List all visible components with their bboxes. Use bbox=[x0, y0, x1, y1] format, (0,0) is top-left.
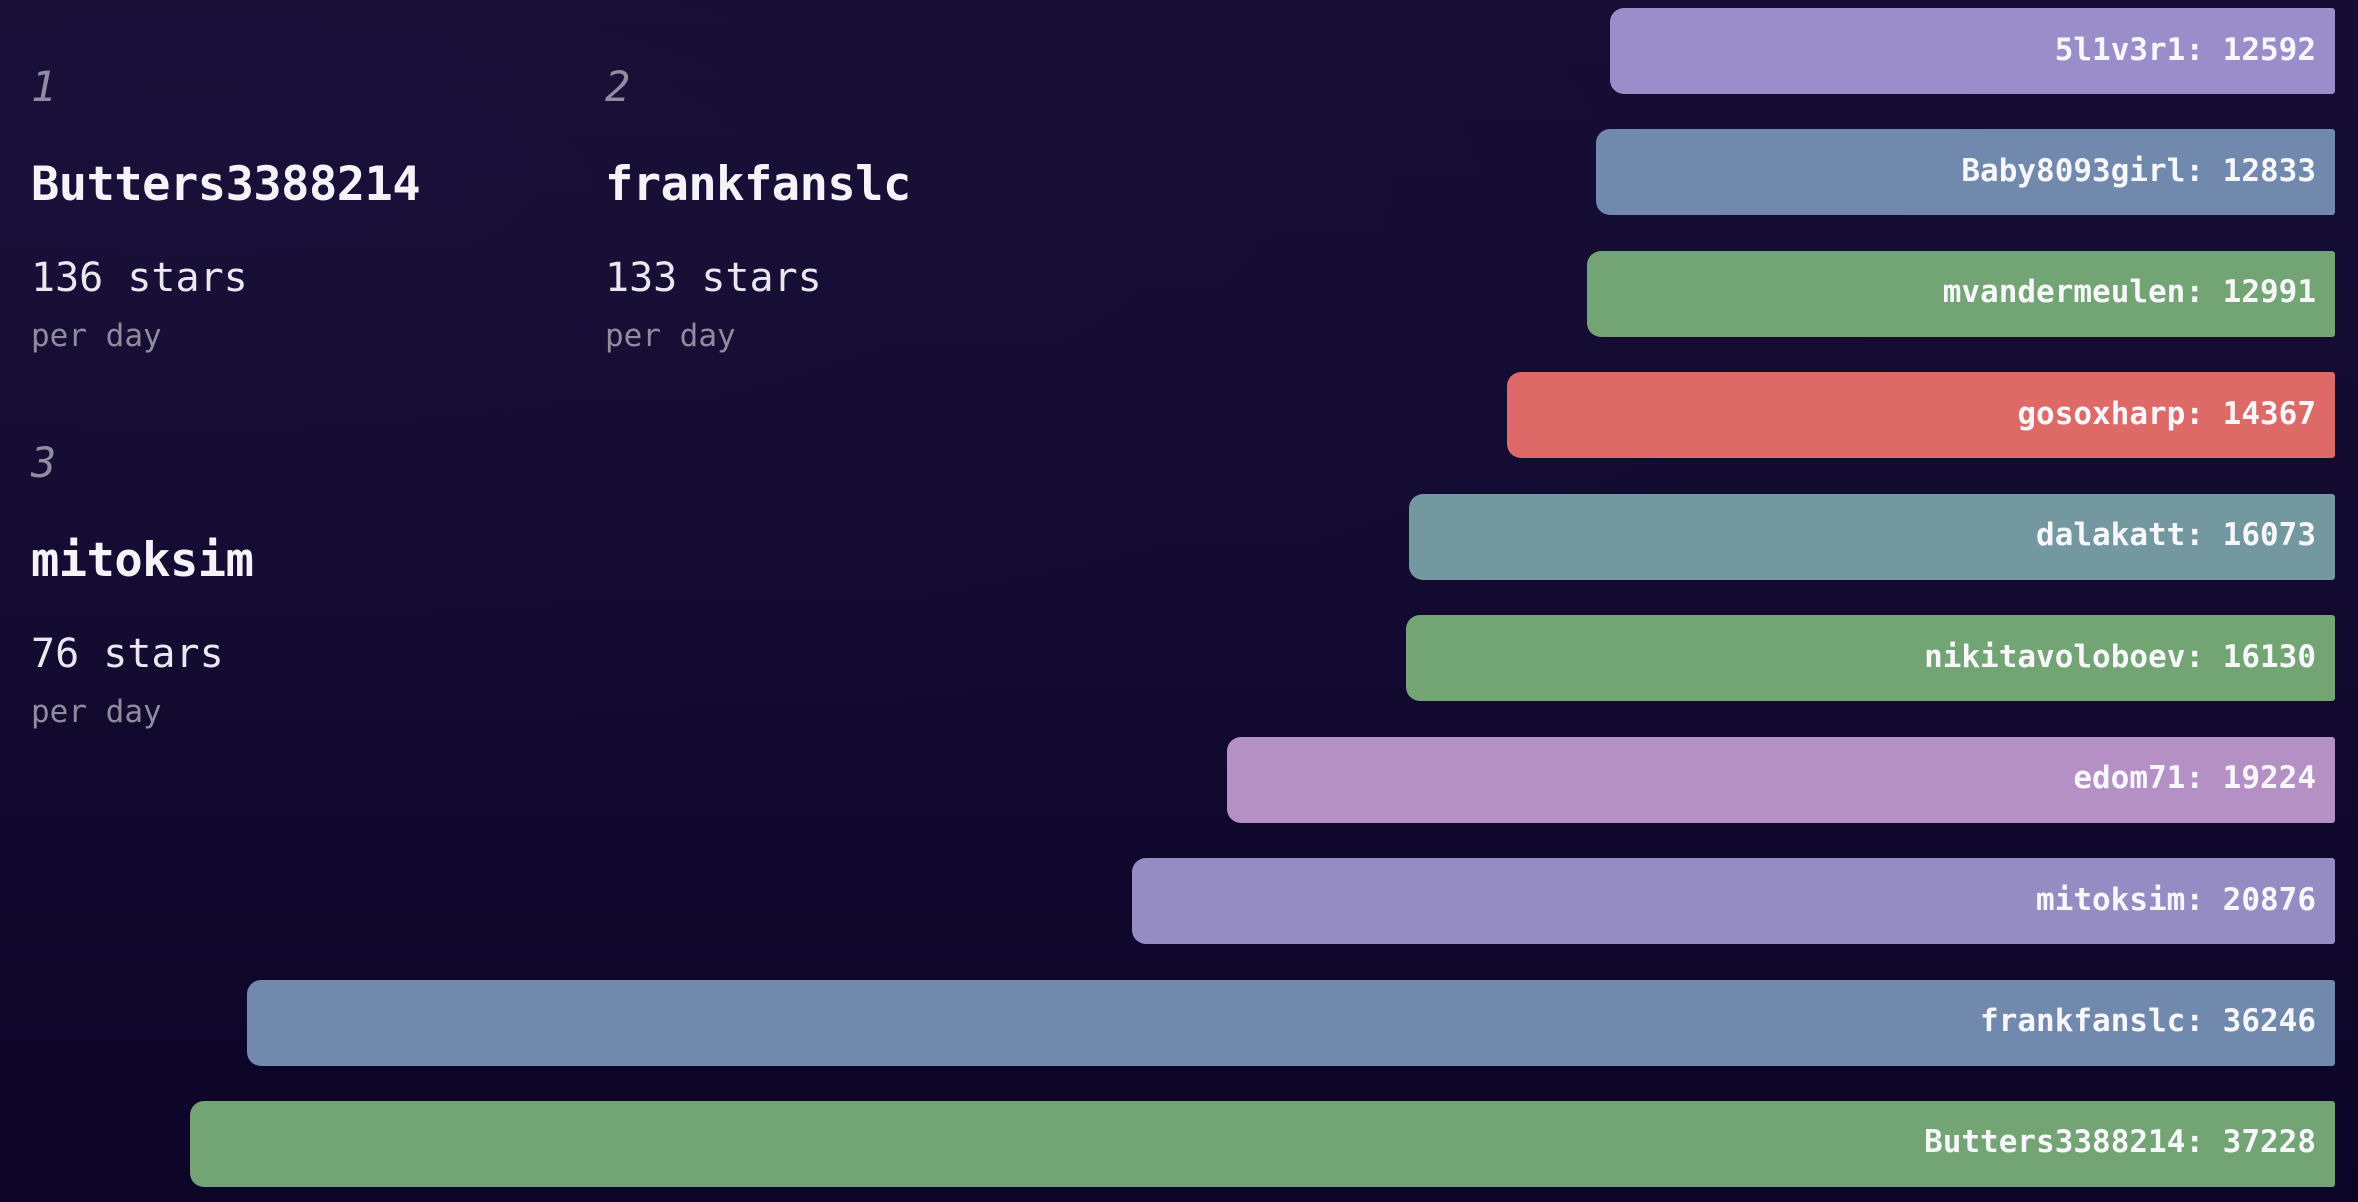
rank-card-1: 1 Butters3388214 136 stars per day bbox=[31, 0, 591, 760]
bar-row: dalakatt: 16073 bbox=[1408, 493, 2335, 580]
bar-label: mvandermeulen: 12991 bbox=[1942, 274, 2316, 311]
bar-row: gosoxharp: 14367 bbox=[1507, 372, 2335, 459]
bar-row: edom71: 19224 bbox=[1227, 736, 2335, 823]
bar-label: mitoksim: 20876 bbox=[2036, 881, 2316, 918]
rank-card-3: 3 mitoksim 76 stars per day bbox=[31, 376, 591, 1136]
rank-star-rate: 76 stars bbox=[31, 631, 224, 677]
rank-number: 3 bbox=[31, 438, 57, 487]
bar-row: frankfanslc: 36246 bbox=[246, 979, 2335, 1066]
bar-row: nikitavoloboev: 16130 bbox=[1405, 615, 2335, 702]
bar-label: Butters3388214: 37228 bbox=[1924, 1124, 2316, 1161]
bar-label: frankfanslc: 36246 bbox=[1980, 1003, 2316, 1039]
rank-user-name: frankfanslc bbox=[605, 157, 911, 212]
rank-per-day: per day bbox=[31, 318, 162, 354]
rank-per-day: per day bbox=[31, 694, 162, 730]
bar-label: Baby8093girl: 12833 bbox=[1961, 152, 2316, 189]
bar-row: 5l1v3r1: 12592 bbox=[1609, 8, 2335, 94]
bar-label: edom71: 19224 bbox=[2073, 760, 2316, 797]
bar-label: gosoxharp: 14367 bbox=[2017, 395, 2316, 432]
rank-number: 2 bbox=[605, 62, 631, 111]
bar-row: Butters3388214: 37228 bbox=[190, 1100, 2335, 1187]
rank-user-name: mitoksim bbox=[31, 533, 254, 588]
rank-star-rate: 136 stars bbox=[31, 255, 248, 301]
bar-row: mvandermeulen: 12991 bbox=[1586, 250, 2335, 337]
rank-card-2: 2 frankfanslc 133 stars per day bbox=[605, 0, 1165, 760]
rank-number: 1 bbox=[31, 62, 57, 111]
bar-row: mitoksim: 20876 bbox=[1132, 858, 2335, 945]
rank-per-day: per day bbox=[605, 318, 736, 354]
bar-label: nikitavoloboev: 16130 bbox=[1924, 638, 2316, 675]
rank-user-name: Butters3388214 bbox=[31, 157, 421, 212]
rank-star-rate: 133 stars bbox=[605, 255, 822, 301]
bar-label: 5l1v3r1: 12592 bbox=[2054, 31, 2316, 68]
bar-label: dalakatt: 16073 bbox=[2036, 517, 2316, 554]
bar-row: Baby8093girl: 12833 bbox=[1595, 129, 2335, 216]
